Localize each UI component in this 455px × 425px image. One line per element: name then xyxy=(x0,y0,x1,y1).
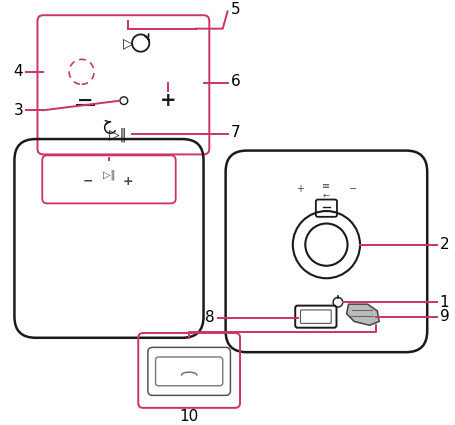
Text: ▷‖: ▷‖ xyxy=(102,169,115,180)
Text: 5: 5 xyxy=(230,2,239,17)
Text: −: − xyxy=(82,175,93,188)
Text: 4: 4 xyxy=(14,64,23,79)
Text: ▷‖: ▷‖ xyxy=(109,127,126,142)
Text: 3: 3 xyxy=(14,103,23,118)
Text: +: + xyxy=(295,184,303,194)
Text: −: − xyxy=(349,184,357,194)
Text: 10: 10 xyxy=(179,409,198,424)
Text: +: + xyxy=(159,91,176,110)
Text: 8: 8 xyxy=(205,310,215,325)
Polygon shape xyxy=(346,304,379,325)
Text: ▷: ▷ xyxy=(122,36,133,50)
Text: +: + xyxy=(122,175,133,188)
Text: ≡: ≡ xyxy=(322,181,330,191)
Text: 6: 6 xyxy=(230,74,240,89)
Text: 2: 2 xyxy=(439,237,448,252)
Text: 1: 1 xyxy=(439,295,448,310)
Text: 7: 7 xyxy=(230,125,239,140)
Text: 9: 9 xyxy=(439,309,449,324)
Text: −: − xyxy=(77,91,93,110)
Text: ←: ← xyxy=(322,191,329,200)
